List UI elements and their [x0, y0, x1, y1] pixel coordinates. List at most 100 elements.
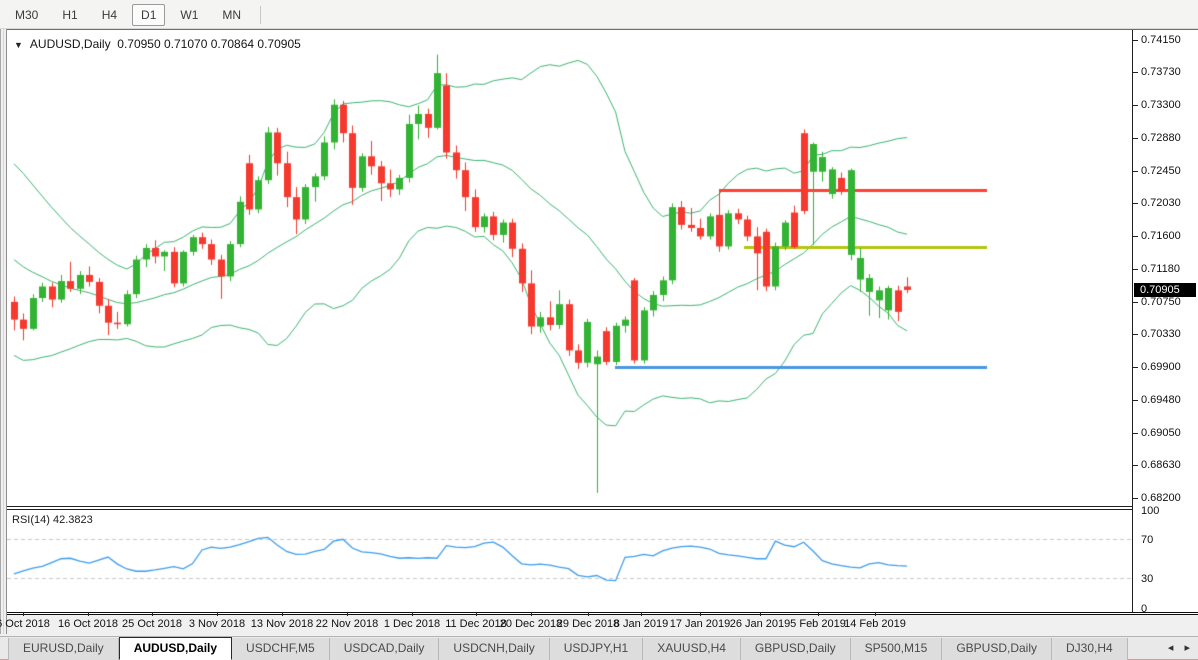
rsi-axis-label: 70 [1141, 534, 1154, 547]
timeframe-button-h1[interactable]: H1 [62, 8, 78, 22]
time-axis-label: 8 Jan 2019 [613, 618, 669, 630]
chart-bottom-border [7, 612, 1198, 615]
time-axis-tick [282, 612, 283, 616]
price-axis-label: 0.69900 [1141, 361, 1181, 374]
chart-title-symbol: AUDUSD,Daily [29, 37, 111, 51]
price-axis-tick [1133, 498, 1138, 500]
price-axis-tick [1133, 203, 1138, 205]
price-axis-tick [1133, 399, 1138, 401]
rsi-axis-label: 100 [1141, 505, 1160, 517]
chart-tab-audusd-daily[interactable]: AUDUSD,Daily [118, 637, 233, 660]
time-axis-label: 26 Jan 2019 [729, 618, 791, 630]
time-axis-label: 22 Nov 2018 [315, 618, 379, 630]
price-axis-tick [1133, 236, 1138, 238]
time-axis-tick [412, 612, 413, 616]
time-axis-label: 29 Dec 2018 [556, 618, 620, 630]
time-axis-tick [217, 612, 218, 616]
time-axis-label: 11 Dec 2018 [445, 618, 507, 630]
timeframe-toolbar: M30 H1 H4 D1 W1 MN [0, 0, 1198, 29]
tab-scroll-arrows: ◂ ▸ [1164, 640, 1194, 655]
pane-splitter-handle[interactable] [7, 506, 1198, 510]
price-axis-tick [1133, 40, 1138, 41]
chart-tab-usdcnh-daily[interactable]: USDCNH,Daily [439, 638, 550, 660]
time-axis-label: 25 Oct 2018 [122, 618, 182, 630]
price-axis-tick [1133, 432, 1138, 434]
price-axis-tick [1133, 334, 1138, 336]
rsi-axis-label: 0 [1141, 602, 1148, 615]
price-axis-label: 0.68630 [1141, 459, 1181, 472]
price-axis-label: 0.71180 [1141, 262, 1180, 275]
price-axis-label: 0.73300 [1141, 99, 1181, 112]
timeframe-button-w1[interactable]: W1 [180, 8, 199, 22]
chart-window-left-border [0, 29, 7, 634]
chart-tab-usdchf-m5[interactable]: USDCHF,M5 [232, 638, 330, 660]
price-axis-label: 0.72450 [1141, 164, 1181, 177]
chart-tab-usdjpy-h1[interactable]: USDJPY,H1 [549, 638, 644, 660]
current-price-badge: 0.70905 [1134, 282, 1196, 297]
chart-title: ▼ AUDUSD,Daily 0.70950 0.71070 0.70864 0.… [14, 37, 301, 51]
time-axis-label: 1 Dec 2018 [383, 618, 441, 630]
chart-window-top-border [0, 29, 1198, 30]
price-axis-tick [1133, 367, 1138, 369]
tab-scroll-left-icon[interactable]: ◂ [1167, 642, 1174, 654]
time-axis-label: 3 Nov 2018 [188, 618, 246, 630]
time-axis-label: 14 Feb 2019 [844, 618, 906, 630]
rsi-chart-canvas[interactable] [7, 510, 1132, 612]
price-axis-label: 0.72880 [1141, 131, 1181, 144]
chart-tab-bar: EURUSD,Daily AUDUSD,Daily USDCHF,M5 USDCAD,… [0, 636, 1198, 660]
time-axis-label: 5 Feb 2019 [790, 618, 846, 630]
chart-tab-xauusd-h4[interactable]: XAUUSD,H4 [643, 638, 741, 660]
time-axis-tick [818, 612, 819, 616]
time-axis-tick [476, 612, 477, 616]
chart-dropdown-icon[interactable]: ▼ [14, 40, 23, 50]
time-axis-tick [875, 612, 876, 616]
chart-tab-usdcad-daily[interactable]: USDCAD,Daily [329, 638, 440, 660]
price-axis-label: 0.70330 [1141, 328, 1181, 341]
price-axis-tick [1133, 72, 1138, 74]
time-axis-tick [88, 612, 89, 616]
timeframe-button-d1[interactable]: D1 [132, 4, 166, 26]
timeframe-button-h4[interactable]: H4 [101, 8, 118, 22]
chart-tab-gbpusd-daily[interactable]: GBPUSD,Daily [942, 638, 1053, 660]
chart-tab-gbpusd-daily[interactable]: GBPUSD,Daily [740, 638, 851, 660]
time-axis-tick [347, 612, 348, 616]
time-axis-tick [588, 612, 589, 616]
price-axis-tick [1133, 301, 1138, 303]
price-scale[interactable]: 0.74150 0.73730 0.73300 0.72880 0.72450 0.720… [1132, 30, 1198, 615]
time-axis-label: 16 Oct 2018 [58, 618, 118, 630]
time-axis-label: 6 Oct 2018 [0, 618, 50, 630]
rsi-label: RSI(14) 42.3823 [12, 514, 93, 526]
time-axis-tick [152, 612, 153, 616]
chart-tab-eurusd-daily[interactable]: EURUSD,Daily [8, 638, 119, 660]
time-axis-label: 20 Dec 2018 [499, 618, 563, 630]
price-axis-label: 0.70750 [1141, 295, 1181, 308]
time-scale[interactable]: 6 Oct 2018 16 Oct 2018 25 Oct 2018 3 Nov 20… [0, 612, 1198, 635]
chart-tab-dj30-h4[interactable]: DJ30,H4 [1052, 638, 1128, 660]
chart-title-ohlc: 0.70950 0.71070 0.70864 0.70905 [117, 37, 301, 51]
price-axis-tick [1133, 105, 1138, 107]
price-axis-label: 0.68200 [1141, 492, 1181, 505]
time-axis-label: 13 Nov 2018 [250, 618, 314, 630]
price-axis-label: 0.72030 [1141, 197, 1181, 210]
price-axis-label: 0.69480 [1141, 393, 1181, 406]
candlestick-chart-canvas[interactable] [7, 30, 1132, 506]
price-axis-label: 0.69050 [1141, 426, 1181, 439]
price-axis-tick [1133, 137, 1138, 139]
chart-tab-sp500-m15[interactable]: SP500,M15 [850, 638, 943, 660]
price-axis-tick [1133, 170, 1138, 172]
price-axis-label: 0.73730 [1141, 66, 1181, 79]
timeframe-button-m30[interactable]: M30 [15, 8, 39, 22]
time-axis-tick [760, 612, 761, 616]
toolbar-separator [260, 5, 262, 24]
time-axis-tick [700, 612, 701, 616]
time-axis-tick [641, 612, 642, 616]
rsi-axis-label: 30 [1141, 573, 1154, 586]
time-axis-tick [531, 612, 532, 616]
timeframe-button-mn[interactable]: MN [222, 8, 242, 22]
time-axis-tick [23, 612, 24, 616]
price-axis-tick [1133, 268, 1138, 270]
tab-scroll-right-icon[interactable]: ▸ [1184, 642, 1190, 654]
price-axis-label: 0.74150 [1141, 34, 1181, 46]
price-axis-label: 0.71600 [1141, 230, 1181, 243]
